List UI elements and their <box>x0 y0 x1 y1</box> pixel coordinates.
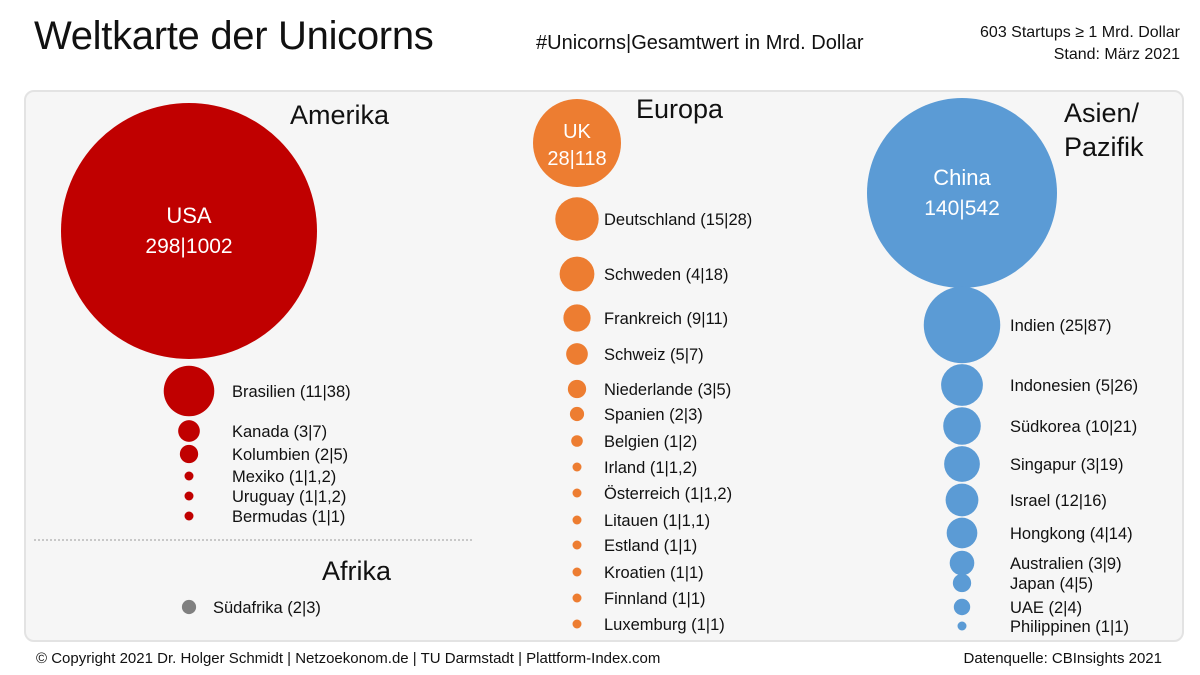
bubble-label-australien: Australien (3|9) <box>1010 555 1122 573</box>
bubble-frankreich <box>563 304 591 332</box>
bubble-label-usa: USA <box>166 203 212 228</box>
bubble-value-uk: 28|118 <box>547 148 606 170</box>
bubble-uruguay <box>184 491 194 501</box>
bubble-singapur <box>944 446 980 482</box>
bubble-deutschland <box>555 197 599 241</box>
bubble-brasilien <box>163 365 215 417</box>
region-title-afrika: Afrika <box>322 556 392 586</box>
bubble-label-kanada: Kanada (3|7) <box>232 423 327 441</box>
bubble-label-österreich: Österreich (1|1,2) <box>604 485 732 503</box>
bubble-label-niederlande: Niederlande (3|5) <box>604 381 731 399</box>
bubble-südkorea <box>943 407 981 445</box>
bubble-estland <box>572 540 582 550</box>
bubble-schweden <box>559 256 595 292</box>
bubble-spanien <box>569 406 585 422</box>
bubble-kolumbien <box>179 444 199 464</box>
bubble-label-brasilien: Brasilien (11|38) <box>232 383 351 401</box>
bubble-label-südkorea: Südkorea (10|21) <box>1010 418 1137 436</box>
bubble-label-luxemburg: Luxemburg (1|1) <box>604 616 725 634</box>
bubble-label-uk: UK <box>563 121 591 143</box>
bubble-label-kroatien: Kroatien (1|1) <box>604 564 704 582</box>
bubble-label-südafrika: Südafrika (2|3) <box>213 599 321 617</box>
startup-count-note: 603 Startups ≥ 1 Mrd. Dollar <box>980 24 1180 41</box>
source-note: Datenquelle: CBInsights 2021 <box>963 650 1162 667</box>
bubble-label-mexiko: Mexiko (1|1,2) <box>232 468 336 486</box>
bubble-label-litauen: Litauen (1|1,1) <box>604 512 710 530</box>
bubble-mexiko <box>184 471 194 481</box>
bubble-australien <box>949 550 975 576</box>
bubble-uae <box>953 598 971 616</box>
bubble-label-indonesien: Indonesien (5|26) <box>1010 377 1138 395</box>
region-title-europa: Europa <box>636 94 724 124</box>
bubble-kanada <box>178 420 200 442</box>
bubble-usa <box>61 103 317 359</box>
bubble-label-uae: UAE (2|4) <box>1010 599 1082 617</box>
bubble-label-spanien: Spanien (2|3) <box>604 406 703 424</box>
bubble-label-frankreich: Frankreich (9|11) <box>604 310 728 328</box>
bubble-value-china: 140|542 <box>924 197 1000 220</box>
bubble-niederlande <box>567 379 587 399</box>
bubble-label-estland: Estland (1|1) <box>604 537 697 555</box>
bubble-indien <box>923 286 1001 364</box>
bubble-japan <box>952 573 972 593</box>
chart-subtitle: #Unicorns|Gesamtwert in Mrd. Dollar <box>536 32 864 54</box>
bubble-israel <box>945 483 979 517</box>
date-note: Stand: März 2021 <box>1053 46 1180 63</box>
bubble-label-uruguay: Uruguay (1|1,2) <box>232 488 346 506</box>
region-title-amerika: Amerika <box>290 100 390 130</box>
bubble-label-hongkong: Hongkong (4|14) <box>1010 525 1133 543</box>
bubble-österreich <box>572 488 582 498</box>
bubble-label-belgien: Belgien (1|2) <box>604 433 697 451</box>
bubble-label-schweden: Schweden (4|18) <box>604 266 728 284</box>
bubble-value-usa: 298|1002 <box>145 235 232 258</box>
page-title: Weltkarte der Unicorns <box>34 14 434 58</box>
bubble-label-israel: Israel (12|16) <box>1010 492 1107 510</box>
copyright-note: © Copyright 2021 Dr. Holger Schmidt | Ne… <box>36 650 661 667</box>
bubble-indonesien <box>941 364 983 406</box>
bubble-label-schweiz: Schweiz (5|7) <box>604 346 704 364</box>
bubble-label-china: China <box>933 165 991 190</box>
bubble-label-irland: Irland (1|1,2) <box>604 459 697 477</box>
bubble-label-japan: Japan (4|5) <box>1010 575 1093 593</box>
bubble-belgien <box>571 435 583 447</box>
bubble-irland <box>572 462 582 472</box>
region-title-asien-line1: Asien/ <box>1064 98 1140 128</box>
bubble-kroatien <box>572 567 582 577</box>
bubble-label-finnland: Finnland (1|1) <box>604 590 706 608</box>
bubble-label-singapur: Singapur (3|19) <box>1010 456 1123 474</box>
bubble-litauen <box>572 515 582 525</box>
bubble-label-philippinen: Philippinen (1|1) <box>1010 618 1129 636</box>
bubble-hongkong <box>946 517 978 549</box>
bubble-philippinen <box>957 621 967 631</box>
bubble-label-bermudas: Bermudas (1|1) <box>232 508 345 526</box>
bubble-schweiz <box>566 343 588 365</box>
meta-info: 603 Startups ≥ 1 Mrd. Dollar Stand: März… <box>980 22 1180 66</box>
bubble-label-indien: Indien (25|87) <box>1010 317 1112 335</box>
bubble-label-deutschland: Deutschland (15|28) <box>604 211 752 229</box>
bubble-finnland <box>572 593 582 603</box>
region-title-asien-line2: Pazifik <box>1064 132 1144 162</box>
bubble-bermudas <box>184 511 194 521</box>
bubble-china <box>867 98 1057 288</box>
bubble-uk <box>533 99 621 187</box>
bubble-luxemburg <box>572 619 582 629</box>
bubble-südafrika <box>181 599 197 615</box>
bubble-label-kolumbien: Kolumbien (2|5) <box>232 446 348 464</box>
